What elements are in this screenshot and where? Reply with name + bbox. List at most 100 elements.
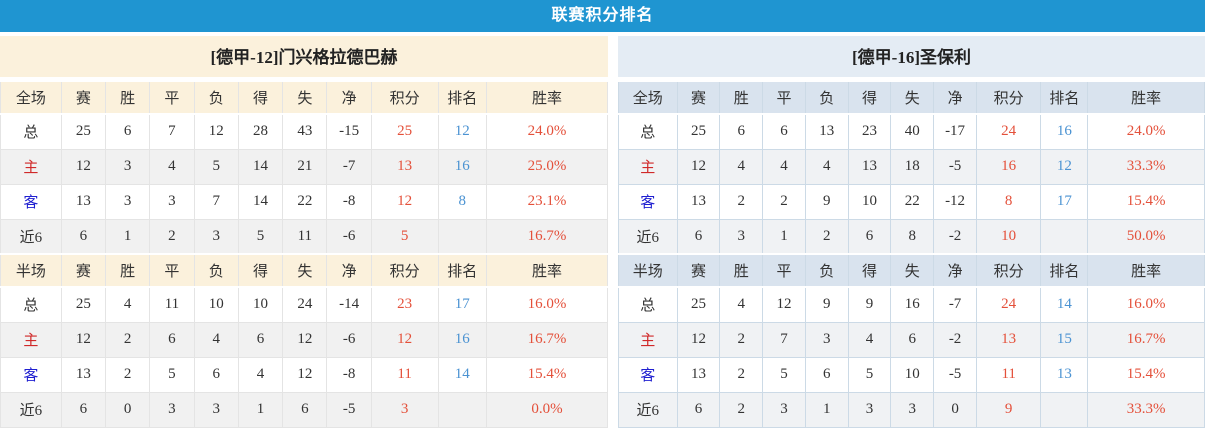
table-cell: 5: [149, 356, 195, 393]
table-row: 总 25 4 12 9 9 16 -7 24 14 16.0%: [618, 286, 1205, 323]
table-cell: -5: [326, 391, 372, 428]
table-cell: 4: [193, 321, 239, 358]
column-header: 得: [847, 253, 892, 288]
table-cell: 2: [719, 321, 764, 358]
column-header: 负: [193, 253, 239, 288]
column-header: 胜: [104, 253, 151, 288]
table-cell: -5: [933, 148, 977, 185]
table-cell: -7: [933, 286, 977, 323]
table-cell: -2: [933, 218, 977, 255]
table-cell: 22: [282, 183, 328, 220]
table-cell: 13: [676, 356, 721, 393]
rank-cell: [1040, 218, 1089, 255]
column-header: 净: [933, 253, 977, 288]
table-cell: 1: [237, 391, 284, 428]
table-cell: 3: [104, 183, 151, 220]
table-cell: 12: [676, 321, 721, 358]
points-cell: 23: [370, 286, 439, 323]
win-rate-cell: 24.0%: [486, 113, 608, 150]
table-cell: 16: [890, 286, 935, 323]
table-cell: 2: [149, 218, 195, 255]
rank-cell: 17: [437, 286, 488, 323]
win-rate-cell: 16.7%: [486, 321, 608, 358]
column-header: 排名: [1040, 253, 1089, 288]
table-cell: 1: [104, 218, 151, 255]
points-cell: 13: [975, 321, 1042, 358]
table-cell: 6: [237, 321, 284, 358]
table-cell: 13: [676, 183, 721, 220]
column-header: 胜率: [486, 253, 608, 288]
table-cell: 21: [282, 148, 328, 185]
rank-cell: 17: [1040, 183, 1089, 220]
win-rate-cell: 16.0%: [1087, 286, 1205, 323]
column-header: 平: [762, 80, 806, 115]
table-cell: 7: [193, 183, 239, 220]
table-row: 总 25 6 6 13 23 40 -17 24 16 24.0%: [618, 113, 1205, 150]
table-cell: 43: [282, 113, 328, 150]
table-cell: -8: [326, 183, 372, 220]
table-cell: 6: [762, 113, 806, 150]
column-header: 净: [326, 80, 372, 115]
table-cell: 6: [193, 356, 239, 393]
win-rate-cell: 16.7%: [1087, 321, 1205, 358]
table-cell: 2: [804, 218, 849, 255]
table-cell: 0: [933, 391, 977, 428]
table-cell: 2: [719, 356, 764, 393]
table-row: 客 13 2 5 6 5 10 -5 11 13 15.4%: [618, 356, 1205, 393]
table-cell: 12: [282, 321, 328, 358]
table-row: 客 13 2 2 9 10 22 -12 8 17 15.4%: [618, 183, 1205, 220]
table-row: 客 13 2 5 6 4 12 -8 11 14 15.4%: [0, 356, 608, 393]
table-cell: 4: [847, 321, 892, 358]
table-cell: 6: [890, 321, 935, 358]
points-cell: 16: [975, 148, 1042, 185]
points-cell: 24: [975, 286, 1042, 323]
rank-cell: 15: [1040, 321, 1089, 358]
table-cell: 5: [847, 356, 892, 393]
table-cell: 4: [762, 148, 806, 185]
column-header: 赛: [60, 80, 106, 115]
column-header: 赛: [676, 80, 721, 115]
column-header: 失: [890, 80, 935, 115]
table-cell: 6: [719, 113, 764, 150]
table-cell: 5: [193, 148, 239, 185]
points-cell: 12: [370, 321, 439, 358]
column-header: 得: [237, 253, 284, 288]
column-header-row: 全场赛胜平负得失净积分 排名 胜率: [0, 80, 608, 115]
column-header: 积分: [975, 253, 1042, 288]
table-cell: 12: [193, 113, 239, 150]
column-header: 得: [847, 80, 892, 115]
win-rate-cell: 24.0%: [1087, 113, 1205, 150]
points-cell: 11: [370, 356, 439, 393]
rank-cell: 12: [437, 113, 488, 150]
column-header: 半场: [618, 253, 678, 288]
rank-cell: 12: [1040, 148, 1089, 185]
table-cell: 3: [193, 391, 239, 428]
row-label: 主: [618, 321, 678, 358]
row-label: 近6: [0, 218, 62, 255]
table-cell: 24: [282, 286, 328, 323]
table-cell: 6: [804, 356, 849, 393]
table-cell: 12: [282, 356, 328, 393]
win-rate-cell: 0.0%: [486, 391, 608, 428]
rank-cell: 14: [437, 356, 488, 393]
table-cell: 13: [847, 148, 892, 185]
table-cell: 40: [890, 113, 935, 150]
table-cell: 6: [282, 391, 328, 428]
table-cell: 9: [804, 183, 849, 220]
table-cell: 4: [104, 286, 151, 323]
table-cell: 7: [762, 321, 806, 358]
row-label: 客: [618, 356, 678, 393]
table-cell: 18: [890, 148, 935, 185]
row-label: 近6: [0, 391, 62, 428]
rank-cell: 8: [437, 183, 488, 220]
table-cell: 11: [282, 218, 328, 255]
table-body: 全场赛胜平负得失净积分 排名 胜率总 25 6 6 13 23 40 -17 24 16 24.0% 主 1…: [618, 80, 1205, 428]
table-cell: 13: [60, 356, 106, 393]
table-cell: 6: [676, 391, 721, 428]
team-panel-left: [德甲-12]门兴格拉德巴赫 全场赛胜平负得失净积分 排名 胜率总 25 6 7 12 28 4…: [0, 36, 608, 428]
column-header: 净: [933, 80, 977, 115]
table-cell: -12: [933, 183, 977, 220]
table-cell: 25: [60, 113, 106, 150]
table-cell: 2: [719, 391, 764, 428]
row-label: 客: [0, 356, 62, 393]
